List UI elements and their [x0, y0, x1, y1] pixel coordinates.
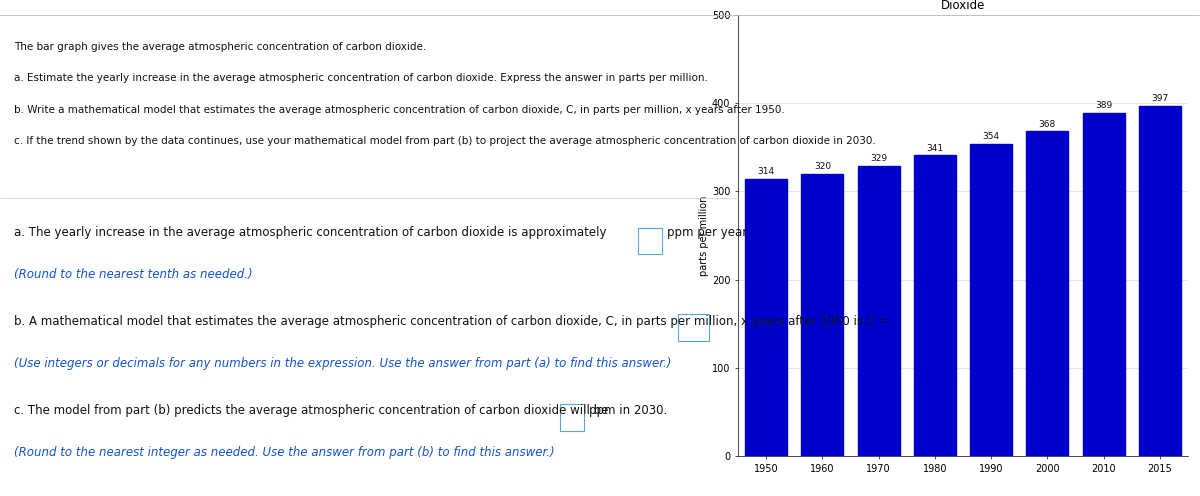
Text: 397: 397	[1151, 94, 1169, 103]
Bar	[1026, 131, 1068, 456]
Title: Average Atmospheric Concentration of Carbon
Dioxide: Average Atmospheric Concentration of Car…	[826, 0, 1100, 12]
Bar	[858, 166, 900, 456]
Text: (Round to the nearest tenth as needed.): (Round to the nearest tenth as needed.)	[14, 268, 253, 281]
Text: a. Estimate the yearly increase in the average atmospheric concentration of carb: a. Estimate the yearly increase in the a…	[14, 73, 708, 83]
Bar	[1139, 106, 1181, 456]
Text: (Round to the nearest integer as needed. Use the answer from part (b) to find th: (Round to the nearest integer as needed.…	[14, 446, 556, 459]
Text: 329: 329	[870, 154, 887, 163]
Bar	[913, 155, 956, 456]
Text: ppm per year.: ppm per year.	[667, 226, 750, 239]
Text: b. Write a mathematical model that estimates the average atmospheric concentrati: b. Write a mathematical model that estim…	[14, 105, 785, 115]
Bar	[1082, 113, 1124, 456]
Bar	[970, 144, 1013, 456]
Text: 389: 389	[1096, 101, 1112, 110]
Bar	[745, 179, 787, 456]
Text: 314: 314	[757, 168, 775, 177]
Text: ppm in 2030.: ppm in 2030.	[589, 404, 667, 417]
Text: 320: 320	[814, 162, 830, 171]
Text: a. The yearly increase in the average atmospheric concentration of carbon dioxid: a. The yearly increase in the average at…	[14, 226, 607, 239]
Bar	[802, 174, 844, 456]
Text: c. The model from part (b) predicts the average atmospheric concentration of car: c. The model from part (b) predicts the …	[14, 404, 608, 417]
Text: 354: 354	[983, 132, 1000, 141]
Y-axis label: parts per million: parts per million	[700, 195, 709, 276]
Text: b. A mathematical model that estimates the average atmospheric concentration of : b. A mathematical model that estimates t…	[14, 315, 889, 328]
Text: The bar graph gives the average atmospheric concentration of carbon dioxide.: The bar graph gives the average atmosphe…	[14, 42, 427, 52]
Text: 368: 368	[1039, 120, 1056, 129]
Text: c. If the trend shown by the data continues, use your mathematical model from pa: c. If the trend shown by the data contin…	[14, 136, 876, 146]
Text: (Use integers or decimals for any numbers in the expression. Use the answer from: (Use integers or decimals for any number…	[14, 357, 672, 370]
Text: 341: 341	[926, 144, 943, 153]
